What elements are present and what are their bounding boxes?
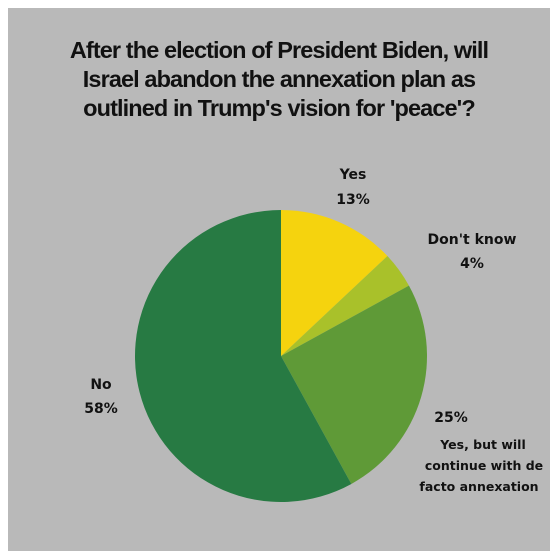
chart-title: After the election of President Biden, w… [0, 36, 558, 123]
slice-value-yes: 13% [336, 192, 370, 208]
slice-label-yes-but-line-3: facto annexation [419, 479, 538, 494]
slice-label-yes: Yes [339, 167, 367, 183]
pie-slice-yes [281, 210, 388, 356]
pie-slice-no [134, 210, 352, 502]
pie-slice-dont-know [281, 256, 409, 356]
chart-title-line-1: After the election of President Biden, w… [69, 37, 489, 63]
slice-label-yes-but-line-1: Yes, but will [439, 437, 526, 452]
slice-value-dont-know: 4% [460, 256, 484, 272]
chart-title-line-3: outlined in Trump's vision for 'peace'? [83, 95, 476, 121]
slice-value-yes-but: 25% [434, 410, 468, 426]
slice-value-no: 58% [84, 401, 118, 417]
slice-label-dont-know: Don't know [428, 232, 517, 248]
slice-label-no: No [90, 377, 112, 393]
slice-label-yes-but-line-2: continue with de [425, 458, 543, 473]
pie-slice-yes-but [281, 285, 427, 484]
chart-title-line-2: Israel abandon the annexation plan as [82, 66, 476, 92]
